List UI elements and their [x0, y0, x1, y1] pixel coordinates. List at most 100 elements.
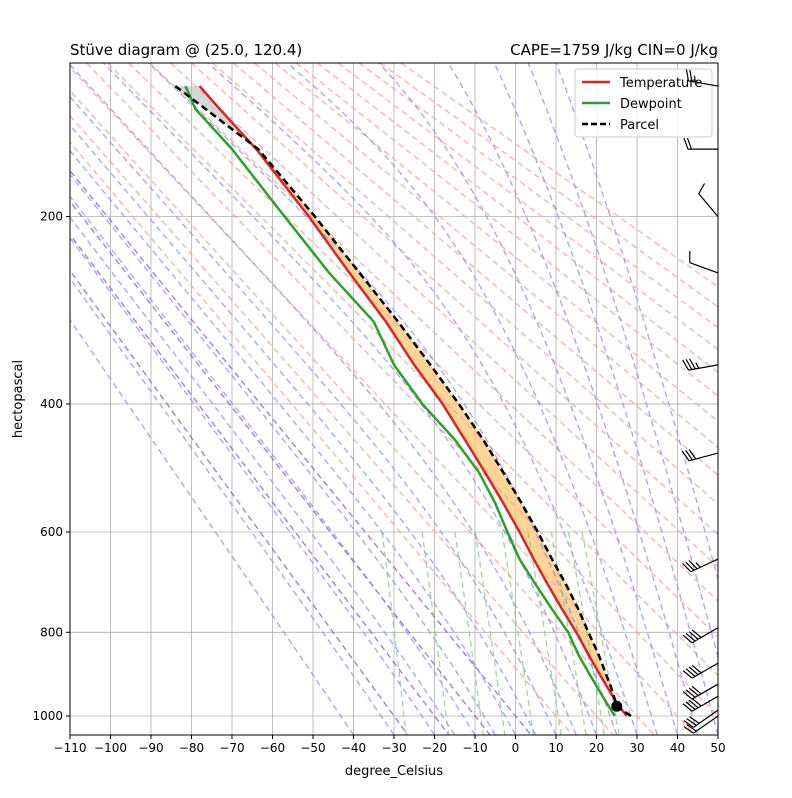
- mixing-ratio-line: [381, 531, 407, 735]
- dry-adiabat: [170, 63, 718, 568]
- wind-barb-staff: [689, 262, 719, 274]
- dry-adiabat: [86, 63, 718, 717]
- x-tick-label: −10: [462, 741, 487, 755]
- mixing-ratio-line: [581, 531, 620, 735]
- wind-barb-half-flag: [693, 75, 696, 83]
- moist-adiabat: [70, 149, 517, 735]
- wind-barb-flag: [682, 670, 693, 679]
- dry-adiabat: [70, 233, 450, 735]
- profile-series: [174, 85, 632, 718]
- moist-adiabat: [207, 63, 638, 735]
- wind-barb-staff: [693, 709, 719, 728]
- dry-adiabat: [211, 63, 718, 505]
- mixing-ratio-line: [454, 531, 484, 735]
- dry-adiabat: [149, 63, 718, 602]
- moist-adiabat: [70, 124, 537, 735]
- moist-adiabat: [148, 63, 618, 735]
- wind-barb: [682, 627, 719, 644]
- dry-adiabat: [70, 66, 696, 735]
- wind-barb: [682, 358, 719, 371]
- wind-barb-flag: [686, 723, 697, 732]
- chart-title-right: CAPE=1759 J/kg CIN=0 J/kg: [510, 41, 718, 59]
- wind-barb-flag: [683, 720, 694, 728]
- wind-barb-staff: [691, 683, 719, 700]
- x-tick-label: 50: [710, 741, 725, 755]
- wind-barb: [682, 662, 719, 679]
- wind-barb-flag: [685, 689, 696, 698]
- moist-adiabat: [70, 216, 456, 735]
- wind-barb-flag: [681, 450, 690, 462]
- wind-barb: [682, 683, 719, 700]
- wind-barb-half-flag: [695, 562, 701, 568]
- moist-adiabat: [378, 63, 679, 735]
- wind-barbs: [681, 69, 719, 734]
- dry-adiabat: [191, 63, 718, 536]
- wind-barb-flag: [691, 698, 702, 707]
- y-tick-label: 1000: [32, 709, 63, 723]
- wind-barb-staff: [691, 627, 719, 644]
- legend-label-parcel: Parcel: [620, 118, 659, 133]
- x-tick-label: −100: [94, 741, 127, 755]
- dry-adiabat: [128, 63, 718, 639]
- mixing-ratio-line: [567, 531, 606, 735]
- mixing-ratio-line: [527, 531, 562, 735]
- x-tick-label: −20: [422, 741, 447, 755]
- dry-adiabat: [379, 63, 718, 308]
- dry-adiabat: [107, 63, 718, 677]
- x-tick-label: −70: [219, 741, 244, 755]
- wind-barb-flag: [698, 183, 706, 194]
- moist-adiabat: [447, 63, 699, 735]
- dry-adiabat: [70, 169, 532, 735]
- x-tick-label: 40: [670, 741, 685, 755]
- wind-barb-half-flag: [695, 362, 700, 369]
- wind-barb: [683, 715, 719, 734]
- moist-adiabat: [527, 63, 718, 660]
- wind-barb-flag: [688, 631, 699, 640]
- mixing-ratio-line: [550, 531, 587, 735]
- mixing-ratio-lines: [381, 531, 620, 735]
- wind-barb-flag: [689, 69, 693, 82]
- wind-barb-flag: [688, 358, 696, 370]
- x-tick-label: 20: [589, 741, 604, 755]
- y-axis-label: hectopascal: [11, 360, 26, 438]
- wind-barb-flag: [682, 563, 692, 573]
- wind-barb-staff: [688, 364, 719, 371]
- mixing-ratio-line: [421, 531, 450, 735]
- wind-barb-flag: [683, 137, 689, 150]
- plot-area: [70, 63, 718, 735]
- wind-barb-flag: [685, 561, 695, 571]
- wind-barb-flag: [688, 560, 698, 570]
- y-tick-label: 800: [40, 625, 63, 639]
- moist-adiabat: [286, 63, 658, 735]
- chart-title-left: Stüve diagram @ (25.0, 120.4): [70, 41, 302, 59]
- wind-barb-flag: [682, 634, 693, 644]
- legend: Temperature Dewpoint Parcel: [574, 68, 713, 138]
- mixing-ratio-line: [474, 531, 506, 735]
- wind-barb-flag: [682, 703, 693, 712]
- wind-barb-staff: [691, 695, 719, 712]
- wind-barb-flag: [688, 449, 697, 460]
- wind-barb-flag: [685, 69, 690, 81]
- wind-barb-flag: [691, 664, 702, 674]
- x-axis-ticks: −110 −100 −90 −80 −70 −60 −50 −40 −30 −20 −10 0 10 20…: [54, 735, 726, 755]
- x-tick-label: −30: [381, 741, 406, 755]
- mixing-ratio-line: [501, 531, 535, 735]
- wind-barb: [682, 695, 719, 712]
- wind-barb-flag: [688, 699, 699, 709]
- wind-barb-flag: [682, 691, 693, 700]
- dry-adiabat: [253, 63, 718, 449]
- x-tick-label: 30: [629, 741, 644, 755]
- wind-barb-staff: [693, 715, 719, 734]
- wind-barb-flag: [685, 701, 696, 710]
- x-tick-label: 10: [548, 741, 563, 755]
- x-tick-label: −80: [179, 741, 204, 755]
- wind-barb-staff: [691, 662, 719, 679]
- dry-adiabat: [337, 63, 718, 351]
- wind-barb-flag: [685, 450, 693, 461]
- wind-barb-staff: [688, 452, 719, 462]
- wind-barb-flag: [688, 666, 699, 676]
- x-tick-label: −90: [138, 741, 163, 755]
- x-tick-label: 0: [512, 741, 520, 755]
- moist-adiabat: [70, 95, 557, 735]
- legend-label-dewpoint: Dewpoint: [620, 97, 682, 112]
